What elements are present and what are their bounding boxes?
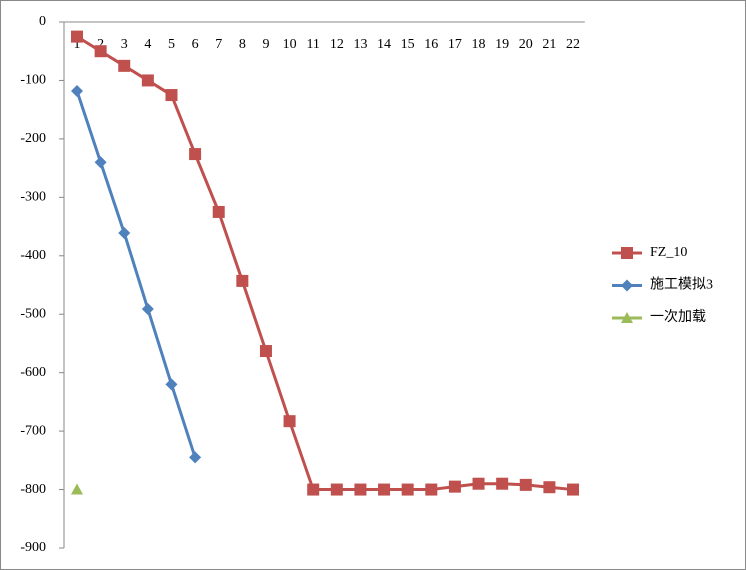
x-tick-label: 17 — [448, 37, 462, 52]
legend-marker — [621, 247, 633, 259]
marker — [259, 345, 272, 358]
marker — [165, 89, 178, 102]
y-tick-label: -500 — [20, 306, 46, 321]
x-tick-label: 20 — [519, 37, 533, 52]
y-tick-label: -600 — [20, 365, 46, 380]
y-tick-label: -900 — [20, 540, 46, 555]
marker — [378, 483, 391, 496]
y-tick-label: 0 — [39, 14, 46, 29]
marker — [94, 156, 107, 169]
x-tick-label: 15 — [401, 37, 415, 52]
marker — [567, 483, 580, 496]
marker — [425, 483, 438, 496]
marker — [401, 483, 414, 496]
marker — [71, 84, 83, 97]
marker — [141, 74, 154, 87]
y-tick-label: -400 — [20, 248, 46, 263]
y-tick-label: -800 — [20, 482, 46, 497]
x-tick-label: 5 — [168, 37, 175, 52]
x-tick-label: 2 — [97, 37, 104, 52]
x-tick-label: 16 — [424, 37, 438, 52]
marker — [283, 415, 296, 428]
marker — [212, 205, 225, 218]
marker — [118, 226, 131, 239]
x-tick-label: 8 — [239, 37, 246, 52]
x-tick-label: 19 — [495, 37, 509, 52]
x-tick-label: 12 — [330, 37, 344, 52]
y-tick-label: -700 — [20, 423, 46, 438]
marker — [141, 302, 154, 315]
y-tick-label: -300 — [20, 190, 46, 205]
series-line — [76, 35, 574, 492]
legend-label: 施工模拟3 — [650, 277, 713, 293]
marker — [496, 477, 509, 490]
marker — [543, 481, 556, 494]
legend-marker — [621, 312, 633, 323]
marker — [165, 378, 178, 391]
x-tick-label: 21 — [542, 37, 556, 52]
x-tick-label: 1 — [74, 37, 81, 52]
x-tick-label: 14 — [377, 37, 391, 52]
marker — [472, 477, 485, 490]
marker — [189, 148, 202, 161]
legend-label: FZ_10 — [650, 245, 687, 260]
marker — [189, 451, 202, 464]
marker — [307, 483, 320, 496]
marker — [94, 45, 107, 58]
x-tick-label: 6 — [192, 37, 199, 52]
x-tick-label: 3 — [121, 37, 128, 52]
x-tick-label: 13 — [353, 37, 367, 52]
marker — [330, 483, 343, 496]
x-tick-label: 9 — [262, 37, 269, 52]
legend-label: 一次加载 — [650, 309, 706, 325]
marker — [71, 30, 83, 43]
x-tick-label: 18 — [472, 37, 486, 52]
y-tick-label: -100 — [20, 73, 46, 88]
x-tick-label: 4 — [144, 37, 151, 52]
x-tick-label: 7 — [215, 37, 222, 52]
legend-marker — [621, 279, 633, 292]
marker — [236, 274, 249, 287]
marker — [354, 483, 367, 496]
marker — [118, 59, 131, 72]
x-tick-label: 11 — [306, 37, 319, 52]
x-tick-label: 22 — [566, 37, 580, 52]
series-line — [75, 90, 197, 458]
marker — [519, 478, 532, 491]
x-tick-label: 10 — [283, 37, 297, 52]
marker — [448, 480, 461, 493]
y-tick-label: -200 — [20, 131, 46, 146]
marker — [71, 483, 83, 495]
